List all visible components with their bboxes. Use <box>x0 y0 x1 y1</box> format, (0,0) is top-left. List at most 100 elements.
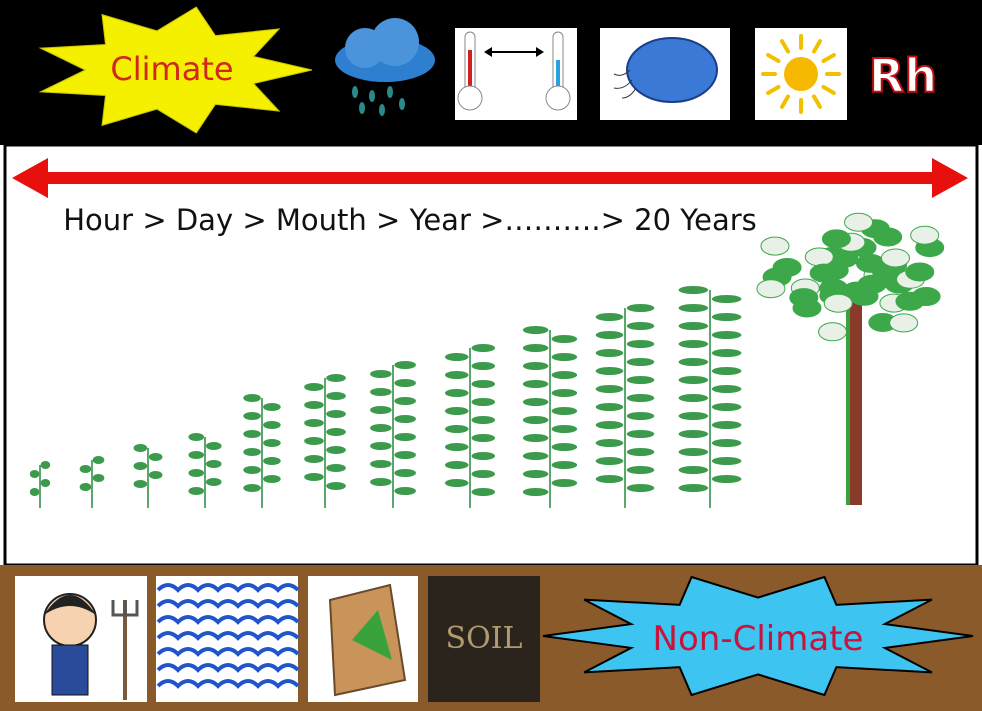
leaf <box>679 304 709 312</box>
leaf <box>41 479 51 487</box>
leaf <box>304 473 324 481</box>
leaf <box>596 439 624 447</box>
leaf <box>523 434 549 442</box>
leaf <box>552 461 578 469</box>
leaf <box>471 362 495 370</box>
leaf <box>552 479 578 487</box>
leaf <box>134 480 148 488</box>
timeline-text: Hour > Day > Mouth > Year >……….> 20 Year… <box>63 203 757 237</box>
leaf <box>471 344 495 352</box>
leaf <box>596 421 624 429</box>
leaf <box>627 394 655 402</box>
leaf <box>552 335 578 343</box>
foliage <box>822 230 850 248</box>
infographic: Climate Rh Hour > Day > Mo <box>0 0 982 711</box>
leaf <box>627 466 655 474</box>
foliage <box>793 299 821 317</box>
leaf <box>263 421 281 429</box>
leaf <box>149 471 163 479</box>
leaf <box>188 469 204 477</box>
leaf <box>679 484 709 492</box>
leaf <box>627 376 655 384</box>
leaf <box>523 362 549 370</box>
leaf <box>326 446 346 454</box>
leaf <box>471 416 495 424</box>
foliage <box>824 294 852 312</box>
leaf <box>712 475 742 483</box>
leaf <box>304 401 324 409</box>
leaf <box>30 470 40 478</box>
leaf <box>394 415 416 423</box>
rh-label: Rh <box>869 49 937 103</box>
leaf <box>445 461 469 469</box>
leaf <box>134 462 148 470</box>
leaf <box>370 388 392 396</box>
leaf <box>596 367 624 375</box>
leaf <box>471 398 495 406</box>
leaf <box>149 453 163 461</box>
foliage <box>912 288 940 306</box>
leaf <box>206 442 222 450</box>
leaf <box>679 358 709 366</box>
leaf <box>370 460 392 468</box>
leaf <box>627 340 655 348</box>
leaf <box>712 421 742 429</box>
leaf <box>134 444 148 452</box>
leaf <box>627 484 655 492</box>
leaf <box>552 371 578 379</box>
leaf <box>596 385 624 393</box>
leaf <box>243 430 261 438</box>
leaf <box>263 457 281 465</box>
leaf <box>326 464 346 472</box>
foliage <box>911 226 939 244</box>
page: Climate Rh Hour > Day > Mo <box>0 0 982 711</box>
leaf <box>679 430 709 438</box>
leaf <box>394 433 416 441</box>
leaf <box>523 470 549 478</box>
foliage <box>761 237 789 255</box>
farmer-icon <box>15 576 147 702</box>
water-icon <box>156 576 298 702</box>
foliage <box>906 263 934 281</box>
leaf <box>596 313 624 321</box>
leaf <box>80 465 92 473</box>
foliage <box>856 254 884 272</box>
leaf <box>523 452 549 460</box>
leaf <box>370 370 392 378</box>
leaf <box>523 398 549 406</box>
leaf <box>552 353 578 361</box>
leaf <box>304 419 324 427</box>
leaf <box>243 448 261 456</box>
leaf <box>679 376 709 384</box>
leaf <box>596 403 624 411</box>
leaf <box>445 371 469 379</box>
leaf <box>394 451 416 459</box>
leaf <box>679 394 709 402</box>
trunk-side <box>846 290 850 505</box>
leaf <box>712 331 742 339</box>
leaf <box>679 286 709 294</box>
leaf <box>712 385 742 393</box>
leaf <box>243 466 261 474</box>
leaf <box>679 448 709 456</box>
leaf <box>326 428 346 436</box>
leaf <box>243 394 261 402</box>
leaf <box>552 407 578 415</box>
leaf <box>263 439 281 447</box>
leaf <box>523 326 549 334</box>
leaf <box>679 322 709 330</box>
leaf <box>370 424 392 432</box>
leaf <box>188 487 204 495</box>
leaf <box>206 478 222 486</box>
leaf <box>712 367 742 375</box>
leaf <box>471 452 495 460</box>
leaf <box>712 457 742 465</box>
leaf <box>445 425 469 433</box>
leaf <box>445 443 469 451</box>
leaf <box>394 469 416 477</box>
leaf <box>80 483 92 491</box>
leaf <box>93 474 105 482</box>
leaf <box>596 457 624 465</box>
leaf <box>471 488 495 496</box>
leaf <box>243 412 261 420</box>
